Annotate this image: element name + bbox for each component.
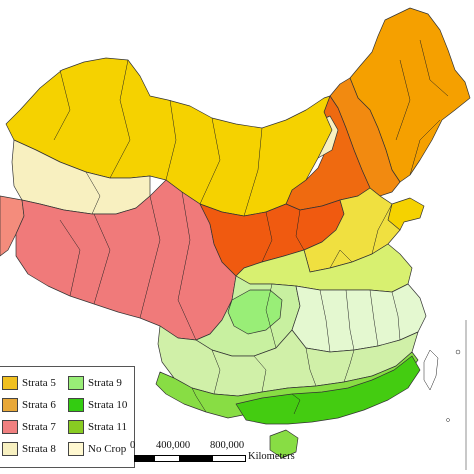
region-northeast-orange [349,7,471,183]
legend-label: Strata 11 [88,421,127,433]
island [446,418,450,422]
legend-item: Strata 6 [2,395,56,415]
legend-label: Strata 8 [22,443,56,455]
legend-item: Strata 8 [2,439,56,459]
scale-segment [134,455,154,462]
legend-swatch [68,398,84,412]
region-south-coast-bright-green [235,355,421,425]
legend-swatch [68,376,84,390]
legend-swatch [2,398,18,412]
legend: Strata 5 Strata 6 Strata 7 Strata 8 Stra… [0,366,135,468]
legend-swatch [68,420,84,434]
legend-item: Strata 11 [68,417,127,437]
scale-segment [212,455,246,462]
scale-segment [154,455,180,462]
legend-item: Strata 9 [68,373,122,393]
scale-tick-label: 400,000 [156,440,191,451]
legend-label: Strata 5 [22,377,56,389]
scale-unit: Kilometers [248,451,295,462]
region-shandong-yellow [387,197,425,231]
scale-segment [180,455,212,462]
taiwan-outline [423,349,439,391]
legend-label: No Crop [88,443,127,455]
region-sichuan-basin-green [227,289,283,335]
legend-swatch [2,420,18,434]
legend-swatch [68,442,84,456]
legend-item: No Crop [68,439,126,459]
legend-item: Strata 10 [68,395,127,415]
legend-label: Strata 9 [88,377,122,389]
region-hainan-green [269,429,299,459]
scale-bar: 0 400,000 800,000 Kilometers [126,440,295,470]
legend-label: Strata 7 [22,421,56,433]
legend-label: Strata 6 [22,399,56,411]
legend-item: Strata 7 [2,417,56,437]
legend-label: Strata 10 [88,399,128,411]
scale-tick-label: 0 [130,440,136,451]
legend-swatch [2,442,18,456]
province-boundaries [53,39,449,415]
legend-item: Strata 5 [2,373,56,393]
island [455,349,461,355]
legend-swatch [2,376,18,390]
scale-tick-label: 800,000 [210,440,245,451]
